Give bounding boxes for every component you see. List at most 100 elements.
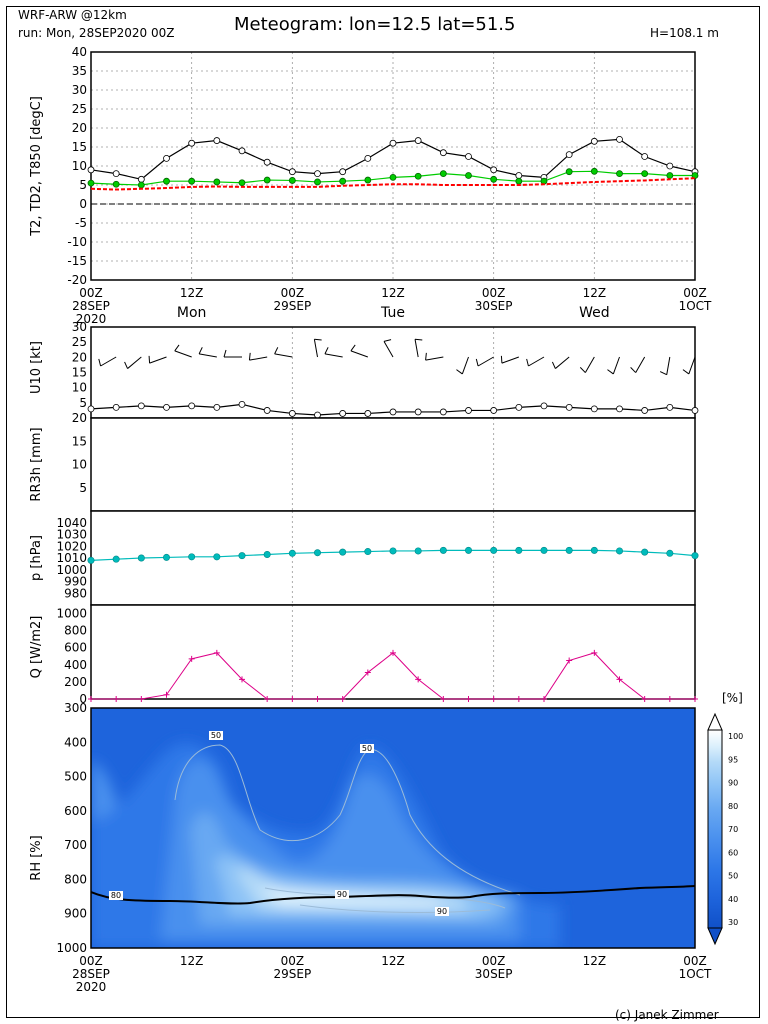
rh-tick-label: 500 — [64, 770, 87, 784]
temp-tick-label: -20 — [67, 273, 87, 287]
wind-tick-label: 30 — [72, 320, 87, 334]
rh-contour-label: 80 — [111, 891, 121, 900]
series-point-t2 — [112, 170, 120, 178]
pressure-tick-label: 1010 — [56, 551, 87, 565]
wind-barb-flag — [682, 369, 690, 375]
rh-contour-label: 90 — [437, 907, 447, 916]
rh-contour-label: 90 — [337, 890, 347, 899]
wind-barb — [350, 350, 369, 358]
date-tick-label: 30SEP — [475, 967, 513, 981]
rh-contour-50 — [174, 744, 521, 896]
pressure-tick-label: 1040 — [56, 516, 87, 530]
pressure-point — [238, 552, 246, 560]
wind-barb — [612, 356, 620, 375]
series-point-t2 — [666, 162, 674, 170]
wind-barb — [100, 356, 117, 367]
pressure-point — [590, 546, 598, 554]
series-point-t2 — [288, 168, 296, 176]
radiation-y-label: Q [W/m2] — [29, 616, 44, 679]
radiation-point — [666, 696, 673, 702]
pressure-y-label: p [hPa] — [29, 535, 44, 581]
wind-panel-bg — [91, 327, 695, 418]
precip-tick-label: 20 — [72, 411, 87, 425]
series-point-td2 — [616, 170, 623, 178]
colorbar-tick-label: 95 — [728, 755, 738, 764]
wind-speed-point — [314, 411, 321, 419]
rh-tick-label: 300 — [64, 701, 87, 715]
pressure-point — [641, 548, 649, 556]
time-tick-label: 00Z — [79, 286, 103, 300]
series-point-td2 — [490, 175, 498, 183]
time-tick-label: 00Z — [683, 286, 707, 300]
colorbar-tick-label: 30 — [728, 918, 738, 927]
wind-barb-flag — [500, 355, 503, 364]
wind-speed-point — [691, 407, 699, 414]
colorbar — [707, 729, 723, 929]
temp-tick-label: 35 — [72, 64, 87, 78]
series-point-t2 — [641, 153, 649, 160]
series-point-t2 — [87, 166, 95, 174]
wind-tick-label: 15 — [72, 366, 87, 380]
wind-tick-label: 20 — [72, 350, 87, 364]
date-tick-label: 28SEP — [72, 967, 110, 981]
temp-tick-label: 5 — [79, 178, 87, 192]
radiation-point — [566, 657, 573, 664]
wind-barb-flag — [456, 369, 463, 375]
wind-barb — [249, 356, 268, 361]
rh-contour-label-bg — [335, 890, 349, 899]
series-point-t2 — [188, 139, 196, 147]
series-point-td2 — [188, 177, 196, 185]
colorbar-tick-label: 60 — [728, 848, 738, 857]
series-point-td2 — [439, 170, 447, 178]
wind-barb — [688, 356, 696, 375]
rh-contour-label-bg — [109, 891, 123, 900]
radiation-point — [138, 696, 145, 702]
wind-tick-label: 25 — [72, 335, 87, 349]
radiation-point — [88, 696, 94, 702]
series-point-t2 — [389, 139, 397, 147]
pressure-tick-label: 980 — [64, 586, 87, 600]
colorbar-tick-label: 80 — [728, 802, 738, 811]
rh-contour-label-bg — [209, 731, 223, 740]
pressure-point — [213, 553, 221, 561]
wind-barb-flag — [350, 344, 356, 352]
pressure-point — [540, 546, 548, 554]
wind-barb-flag — [98, 358, 102, 367]
pressure-point — [615, 547, 623, 555]
pressure-point — [163, 553, 171, 561]
series-point-t2 — [213, 137, 221, 144]
series-point-td2 — [87, 179, 95, 187]
radiation-point — [541, 696, 547, 702]
radiation-point — [440, 696, 447, 702]
radiation-tick-label: 1000 — [56, 607, 87, 621]
wind-barb — [383, 341, 394, 358]
time-tick-label: 12Z — [180, 954, 204, 968]
temp-tick-label: 0 — [79, 197, 87, 211]
series-point-t2 — [414, 137, 422, 144]
pressure-point — [313, 549, 321, 557]
rh-contour-90-lower — [299, 904, 491, 913]
time-tick-label: 00Z — [482, 954, 506, 968]
series-point-t2 — [515, 172, 523, 179]
pressure-point — [565, 546, 573, 554]
wind-speed-point — [490, 407, 498, 414]
meteogram-frame — [6, 6, 760, 1018]
wind-speed-point — [339, 410, 347, 417]
weekday-label: Mon — [177, 305, 207, 321]
wind-barb — [584, 356, 595, 373]
page-title: Meteogram: lon=12.5 lat=51.5 — [234, 14, 516, 35]
time-tick-label: 12Z — [180, 286, 204, 300]
series-point-t2 — [465, 153, 472, 160]
series-point-t2 — [137, 175, 145, 183]
colorbar-tick-label: 50 — [728, 872, 738, 881]
pressure-point — [112, 555, 120, 563]
rh-field: 50 50 90 90 80 — [91, 708, 695, 948]
series-point-td2 — [163, 177, 170, 185]
wind-tick-label: 10 — [72, 381, 87, 395]
radiation-point — [264, 696, 271, 702]
wind-speed-point — [238, 400, 246, 408]
radiation-point — [113, 696, 120, 702]
wind-barb-flag — [526, 358, 529, 367]
wind-barb-flag — [475, 358, 479, 367]
wind-speed-point — [540, 402, 548, 410]
